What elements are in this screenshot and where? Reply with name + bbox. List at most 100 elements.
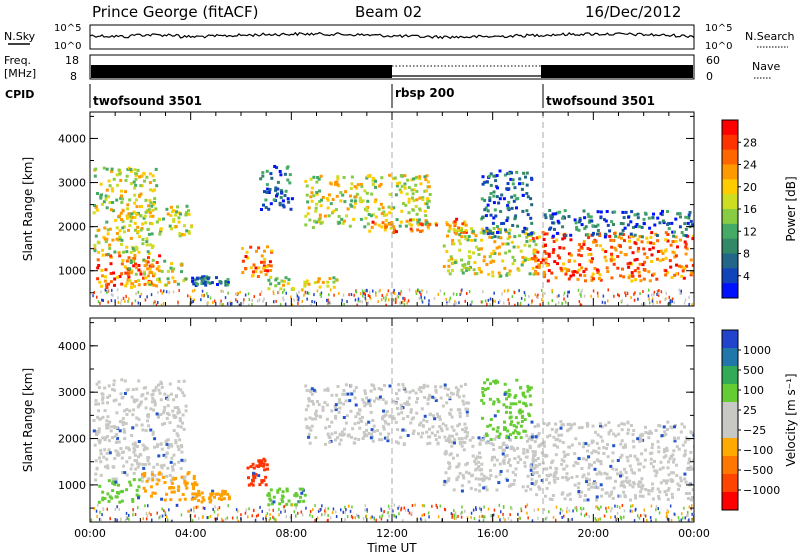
noise-strip: N.Sky 10^5 10^0 10^5 10^0 N.Search [4,23,795,52]
colorbar-label: 1000 [743,344,771,357]
scatter-cluster [259,165,294,211]
cpid-segment-label: twofsound 3501 [546,94,655,108]
colorbar-swatch [722,120,738,136]
colorbar-label: 25 [743,404,757,417]
colorbar-swatch [722,492,738,511]
colorbar-title: Power [dB] [784,176,798,241]
colorbar-label: 12 [743,225,757,238]
scatter-cluster [442,434,545,493]
colorbar-swatch [722,179,738,195]
colorbar-swatch [722,238,738,254]
y-tick-label: 4000 [58,132,86,145]
velocity-colorbar: 1000 500 100 25 −25 −100 −500 −1000 Velocity [m … [721,329,798,511]
date-title: 16/Dec/2012 [585,3,681,21]
colorbar-frame [721,329,739,511]
scatter-cluster [304,173,432,230]
velocity-panel: 1000 2000 3000 4000 Slant Range [km] 00:00 04:… [21,317,710,540]
cpid-row: CPID twofsound 3501 rbsp 200 twofsound 350… [5,84,655,108]
y-axis-label: Slant Range [km] [21,368,35,472]
colorbar-label: −500 [743,464,773,477]
freq-left-tick-top: 18 [65,54,79,67]
scatter-cluster [191,275,230,287]
x-tick-label: 12:00 [376,527,408,540]
freq-right-tick-bottom: 0 [706,70,713,83]
scatter-cluster [530,231,694,283]
x-tick-label: 00:00 [74,527,106,540]
freq-left-tick-bottom: 8 [70,70,77,83]
colorbar-label: −100 [743,444,773,457]
colorbar-swatch [722,384,738,403]
y-tick-label: 1000 [58,479,86,492]
scatter-cluster [92,166,159,256]
freq-unit: [MHz] [4,67,36,80]
noise-right-tick-top: 10^5 [705,23,732,34]
colorbar-label: 28 [743,136,757,149]
noise-left-tick-bottom: 10^0 [54,41,81,52]
y-tick-label: 1000 [58,265,86,278]
colorbar-swatch [722,420,738,439]
scatter-cluster [543,209,694,239]
colorbar-swatch [722,402,738,421]
colorbar-swatch [722,283,738,299]
scatter-cluster [96,253,162,289]
cpid-segment-label: twofsound 3501 [93,94,202,108]
colorbar-label: 500 [743,364,764,377]
y-tick-label: 3000 [58,177,86,190]
nsky-label: N.Sky [4,30,36,43]
y-tick-label: 2000 [58,433,86,446]
power-colorbar: 28 24 20 16 12 8 4 Power [dB] [721,119,798,299]
colorbar-label: −1000 [743,484,780,497]
cpid-label: CPID [5,88,34,101]
scatter-cluster [241,245,274,278]
cpid-segment-label: rbsp 200 [395,86,454,100]
y-tick-label: 4000 [58,340,86,353]
scatter-cluster [190,489,231,504]
noise-left-tick-top: 10^5 [54,23,81,34]
y-tick-label: 3000 [58,386,86,399]
scatter-cluster [128,258,188,287]
scatter-cluster [304,383,470,447]
station-title: Prince George (fitACF) [92,3,258,21]
y-axis-label: Slant Range [km] [21,157,35,261]
colorbar-label: 4 [743,270,750,283]
colorbar-swatch [722,149,738,165]
colorbar-swatch [722,268,738,284]
freq-band-3 [541,65,693,78]
scatter-cluster [246,457,269,487]
scatter-cluster [135,204,194,238]
colorbar-swatch [722,164,738,180]
x-tick-label: 20:00 [577,527,609,540]
x-axis-label: Time UT [366,541,417,554]
colorbar-label: 20 [743,181,757,194]
nave-label: Nave [752,60,780,73]
noise-right-tick-bottom: 10^0 [705,41,732,52]
colorbar-swatch [722,330,738,349]
colorbar-swatch [722,209,738,225]
freq-label: Freq. [4,54,31,67]
scatter-cluster [480,169,534,239]
x-tick-label: 00:00 [678,527,710,540]
colorbar-label: 8 [743,248,750,261]
ground-speckle [90,503,694,522]
freq-strip: Freq. [MHz] 18 8 60 0 Nave [4,54,780,83]
colorbar-swatch [722,366,738,385]
freq-band-1 [91,65,392,78]
colorbar-swatch [722,456,738,475]
beam-title: Beam 02 [355,3,422,21]
colorbar-swatch [722,253,738,269]
freq-right-tick-top: 60 [706,54,720,67]
colorbar-label: 24 [743,159,757,172]
scatter-cluster [530,420,694,502]
colorbar-swatch [722,134,738,151]
nsearch-label: N.Search [745,30,795,43]
power-panel: 1000 2000 3000 4000 Slant Range [km] [21,111,695,307]
x-tick-label: 08:00 [275,527,307,540]
colorbar-swatch [722,223,738,240]
colorbar-swatch [722,438,738,457]
scatter-cluster [92,378,188,483]
colorbar-label: 16 [743,203,757,216]
scatter-cluster [141,471,199,502]
scatter-cluster [266,487,307,507]
colorbar-title: Velocity [m s⁻¹] [784,373,798,466]
